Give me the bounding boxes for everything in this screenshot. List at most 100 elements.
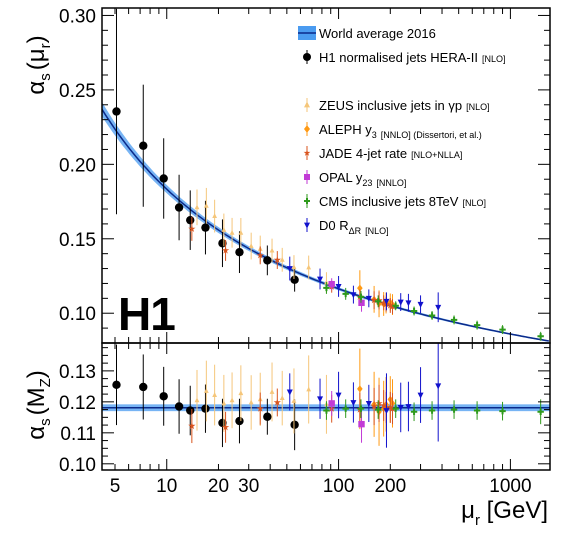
cms-point-top [357,290,365,303]
legend-entry-opal: OPAL y23 [NNLO] [304,170,406,188]
triangle-down-marker [397,299,404,306]
jade-point-top [380,295,388,311]
star-marker [375,399,383,407]
legend-label: JADE 4-jet rate [NLO+NLLA] [319,146,462,161]
h1-point-bottom [235,398,244,444]
cross-marker [428,312,436,319]
star-marker [303,149,311,156]
d0-point-top [383,292,390,311]
star-marker [188,225,196,232]
triangle-down-marker [383,408,390,415]
cms-point-bottom [323,401,330,420]
top-y-axis-label: αs(μr) [23,35,54,94]
legend: World average 2016 H1 normalised jets HER… [298,26,505,236]
triangle-down-marker [304,222,310,229]
zeus-point-bottom [306,355,312,424]
h1-point-top [174,174,184,241]
circle-marker [112,380,121,390]
square-marker [328,280,335,288]
star-marker [386,403,394,411]
circle-marker [139,382,148,392]
triangle-up-marker [203,202,209,208]
circle-marker [159,174,168,183]
x-tick-label: 20 [208,476,229,497]
zeus-point-top [212,199,218,233]
cms-point-bottom [537,399,544,425]
cross-marker [450,316,458,324]
zeus-point-bottom [248,375,254,430]
opal-point-top [328,278,335,291]
zeus-point-top [229,217,235,248]
triangle-up-marker [279,395,285,401]
triangle-down-marker [286,266,293,273]
zeus-point-bottom [212,364,218,426]
h1-point-top [218,219,227,268]
zeus-point-top [238,217,244,248]
legend-entry-cms: CMS inclusive jets 8TeV [NLO] [304,194,486,209]
x-tick-label: 10 [156,476,177,497]
cross-marker [410,307,418,315]
triangle-up-marker [212,213,218,219]
triangle-down-marker [286,389,293,396]
triangle-up-marker [212,392,218,397]
cross-marker [499,326,506,333]
cross-marker [323,407,330,414]
star-marker [256,251,264,259]
jade-point-bottom [370,387,378,426]
x-tick-label: 100 [323,476,355,497]
diamond-marker [357,284,363,292]
cms-point-top [392,301,399,311]
triangle-down-marker [317,396,324,403]
cms-point-bottom [374,400,382,419]
zeus-point-bottom [194,369,200,431]
y-tick-label-bottom: 0.13 [59,362,96,383]
star-marker [188,422,196,430]
circle-marker [186,406,195,415]
x-tick-label: 200 [374,476,406,497]
cms-point-top [374,295,382,308]
y-tick-label-bottom: 0.12 [59,393,96,414]
zeus-point-bottom [229,372,235,429]
cross-marker [392,405,399,412]
cross-marker [357,293,365,301]
triangle-up-marker [194,397,200,403]
star-marker [380,298,388,306]
cross-marker [410,408,418,415]
triangle-up-marker [269,247,275,253]
h1-point-top [201,200,210,255]
triangle-up-marker [229,397,235,403]
bottom-y-axis-label: αs(MZ) [23,370,54,440]
y-tick-label-top: 0.10 [59,304,96,325]
cross-marker [473,321,481,329]
d0-point-bottom [335,371,342,419]
d0-point-bottom [365,384,372,422]
zeus-point-bottom [291,368,297,434]
triangle-up-marker [279,256,285,262]
triangle-down-marker [335,284,342,291]
circle-marker [290,420,299,429]
data-points-bottom-panel [112,343,544,451]
circle-marker [218,239,227,248]
cms-point-top [342,287,349,300]
d0-point-top [286,256,293,281]
y-tick-label-top: 0.30 [59,6,96,27]
cms-point-top [323,281,330,294]
cross-marker [473,407,481,414]
bottom-panel-frame [101,342,551,471]
legend-entry-jade: JADE 4-jet rate [NLO+NLLA] [303,146,462,161]
opal-point-bottom [328,391,335,416]
square-marker [328,400,335,407]
y-tick-label-bottom: 0.10 [59,455,96,476]
circle-marker [235,247,244,257]
y-tick-label-bottom: 0.11 [60,424,96,445]
d0-point-bottom [397,382,404,433]
cross-marker [323,284,330,292]
circle-marker [174,203,184,212]
triangle-down-marker [317,276,324,283]
h1-point-bottom [290,399,299,451]
legend-label: CMS inclusive jets 8TeV [NLO] [319,194,486,209]
h1-point-top [112,8,121,215]
d0-point-bottom [350,382,357,423]
h1-point-bottom [112,344,121,426]
x-tick-label: 1000 [489,476,531,497]
